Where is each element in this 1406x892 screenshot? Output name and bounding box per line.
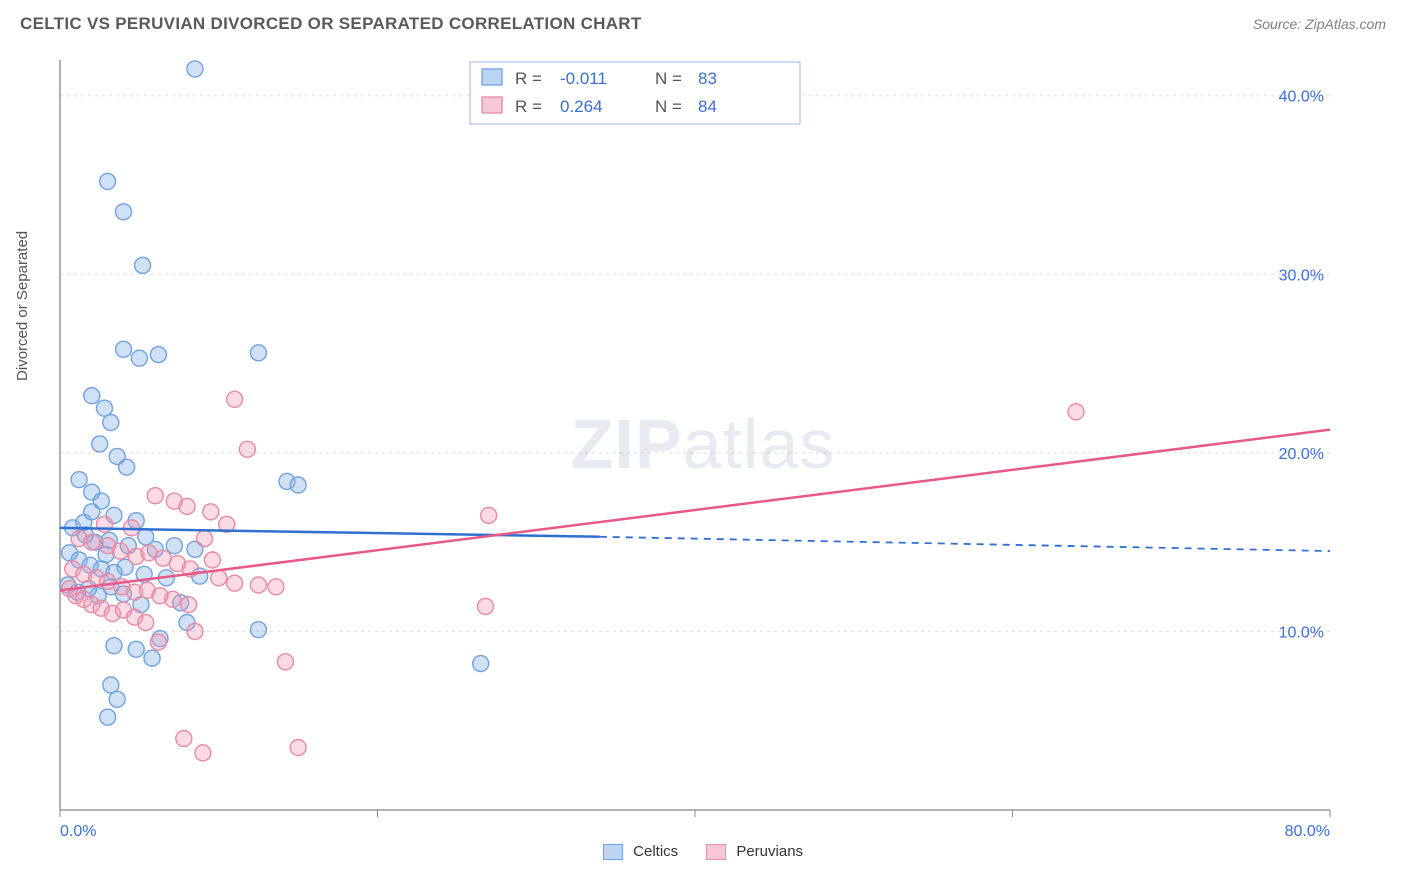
swatch-icon [706, 844, 726, 860]
bottom-legend: Celtics Peruvians [603, 843, 803, 860]
svg-text:10.0%: 10.0% [1279, 624, 1324, 641]
svg-text:N =: N = [655, 69, 682, 88]
svg-text:N =: N = [655, 97, 682, 116]
source-label: Source: ZipAtlas.com [1253, 16, 1386, 32]
chart-title: CELTIC VS PERUVIAN DIVORCED OR SEPARATED… [20, 14, 642, 34]
scatter-chart: 10.0% 20.0% 30.0% 40.0% 0.0% 80.0% R = -0.011 N … [20, 50, 1340, 840]
svg-text:0.0%: 0.0% [60, 823, 96, 840]
svg-text:40.0%: 40.0% [1279, 89, 1324, 106]
svg-text:84: 84 [698, 97, 717, 116]
svg-text:80.0%: 80.0% [1285, 823, 1330, 840]
svg-text:83: 83 [698, 69, 717, 88]
chart-container: Divorced or Separated 10.0%20.0%30.0%40.… [20, 50, 1386, 862]
svg-text:20.0%: 20.0% [1279, 446, 1324, 463]
y-axis-label: Divorced or Separated [14, 231, 31, 381]
svg-text:30.0%: 30.0% [1279, 267, 1324, 284]
svg-text:R =: R = [515, 69, 542, 88]
swatch-icon [603, 844, 623, 860]
legend-item-peruvians: Peruvians [706, 843, 803, 860]
svg-text:R =: R = [515, 97, 542, 116]
legend-item-celtics: Celtics [603, 843, 678, 860]
svg-text:-0.011: -0.011 [560, 69, 607, 88]
svg-text:0.264: 0.264 [560, 97, 603, 116]
